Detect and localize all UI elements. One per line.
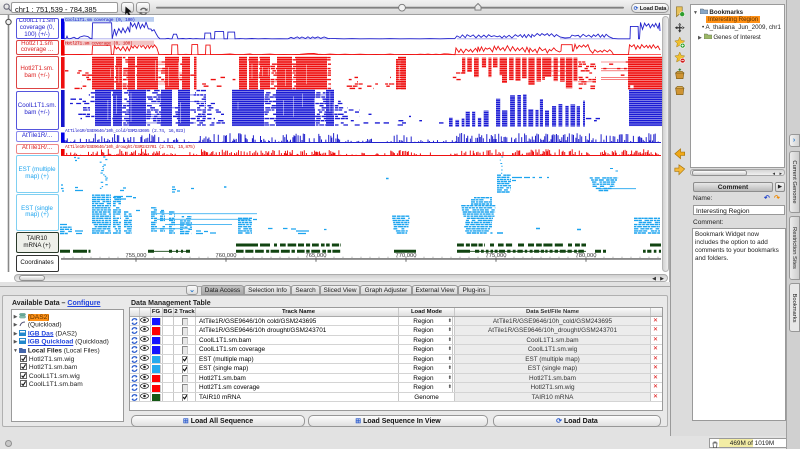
svg-text:CoolL1T1.sm coverage (0, 100): CoolL1T1.sm coverage (0, 100) [65,17,135,23]
svg-text:770,000: 770,000 [396,253,417,259]
svg-text:AtTile1R/GSE9646/10h_drought/G: AtTile1R/GSE9646/10h_drought/GSM243701 (… [65,144,195,150]
svg-text:AtTile1R/GSE9646/10h_cold/GSM2: AtTile1R/GSE9646/10h_cold/GSM243695 (2.7… [65,128,185,134]
svg-text:760,000: 760,000 [216,253,237,259]
svg-text:Hotl2T1.sm coverage (0, 100): Hotl2T1.sm coverage (0, 100) [65,41,132,47]
svg-text:775,000: 775,000 [486,253,507,259]
svg-text:780,000: 780,000 [576,253,597,259]
svg-text:765,000: 765,000 [306,253,327,259]
svg-text:755,000: 755,000 [126,253,147,259]
